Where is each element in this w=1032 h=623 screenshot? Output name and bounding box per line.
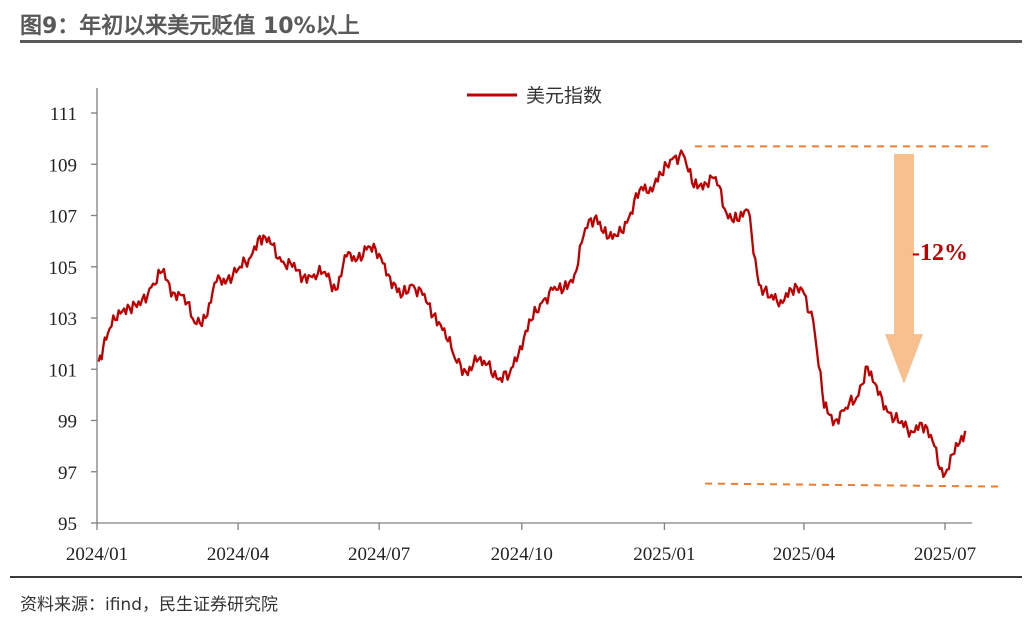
y-tick-label: 103 [49,309,78,330]
x-tick-label: 2024/07 [348,544,410,565]
series-layer [97,149,967,479]
down-arrow-icon [885,154,923,384]
x-tick-label: 2024/04 [207,544,270,565]
y-tick-label: 107 [49,207,78,228]
y-tick-label: 109 [49,155,78,176]
y-tick-label: 99 [58,412,77,433]
annotations: -12% [912,240,968,266]
legend: 美元指数 [467,85,602,107]
source-note: 资料来源：ifind，民生证券研究院 [20,595,278,615]
x-tick-label: 2024/10 [491,544,553,565]
legend-label: 美元指数 [526,85,602,107]
x-tick-label: 2024/01 [66,544,128,565]
page-title: 图9：年初以来美元贬值 10%以上 [20,14,360,39]
header-divider [20,40,1022,43]
x-tick-label: 2025/04 [773,544,836,565]
y-tick-label: 105 [49,258,78,279]
decline-annotation: -12% [912,240,968,266]
y-tick-label: 101 [49,360,78,381]
decline-arrow [885,154,923,384]
x-tick-label: 2025/07 [914,544,976,565]
reference-lines [695,145,1001,488]
x-tick-label: 2025/01 [633,544,695,565]
y-tick-label: 97 [58,463,77,484]
y-tick-label: 95 [58,514,77,535]
series-line-dollar-index [97,149,967,479]
chart-axes: 95 97 99 101 103 105 107 109 111 2024/01 2024/04 20… [49,88,976,565]
y-tick-label: 111 [50,104,77,125]
footer-divider [10,576,1022,578]
reference-line-low [704,482,1001,488]
